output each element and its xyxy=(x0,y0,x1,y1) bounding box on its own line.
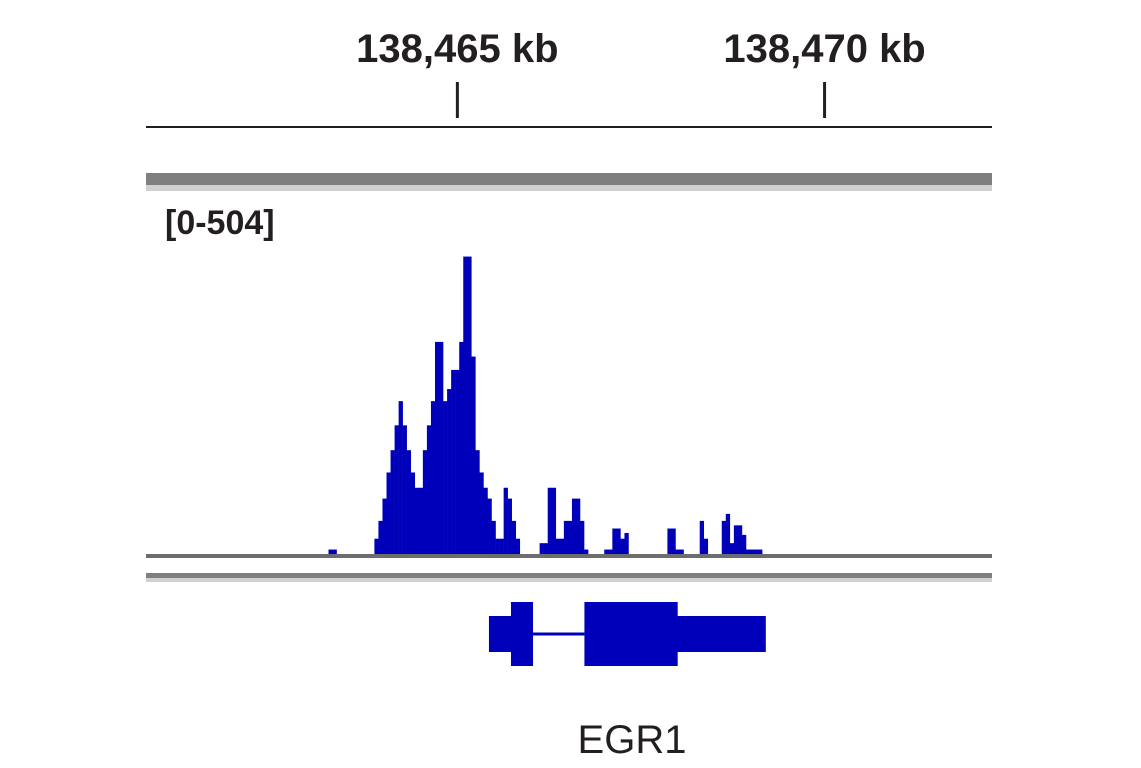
coverage-bar xyxy=(491,520,496,554)
coverage-bar xyxy=(447,389,452,554)
coverage-bar xyxy=(567,520,573,554)
coverage-bar xyxy=(328,549,333,554)
coverage-bar xyxy=(584,549,589,554)
coverage-bar xyxy=(733,525,739,554)
coverage-bar xyxy=(422,450,428,554)
coverage-bar xyxy=(382,498,387,554)
coverage-bar xyxy=(503,487,508,554)
gene-exon-coding xyxy=(510,602,534,666)
coverage-bar xyxy=(402,425,407,554)
coverage-bar xyxy=(426,425,432,554)
coverage-bar xyxy=(725,513,731,555)
coverage-bar xyxy=(608,549,613,554)
coverage-bar xyxy=(624,532,629,554)
coverage-bar xyxy=(471,356,476,554)
ruler-tick-label: 138,465 kb xyxy=(356,27,558,71)
coverage-bar xyxy=(479,472,484,554)
coverage-bar xyxy=(729,543,735,554)
gene-exon-coding xyxy=(584,602,678,666)
coverage-bar xyxy=(487,498,492,554)
coverage-bars xyxy=(328,256,763,555)
coverage-bar xyxy=(754,549,759,554)
coverage-bar xyxy=(398,401,403,554)
coverage-bar xyxy=(430,401,436,554)
coverage-bar xyxy=(563,520,569,554)
coverage-bar xyxy=(667,528,672,554)
gene-exon-utr xyxy=(676,616,766,652)
coverage-bar xyxy=(414,487,420,554)
coverage-bar xyxy=(721,520,727,554)
coverage-bar xyxy=(737,525,743,554)
coverage-bar xyxy=(507,498,512,554)
coverage-bar xyxy=(390,450,395,554)
coverage-bar xyxy=(434,341,440,554)
coverage-bar xyxy=(386,472,391,554)
coverage-bar xyxy=(559,538,565,554)
coverage-bar xyxy=(410,472,416,554)
coverage-bar xyxy=(750,549,755,554)
coverage-bar xyxy=(495,538,500,554)
coverage-bar xyxy=(374,538,379,554)
coverage-bar xyxy=(741,534,747,554)
coverage-bar xyxy=(406,450,411,554)
coverage-bar xyxy=(332,549,337,554)
coverage-bar xyxy=(703,538,709,554)
coverage-bar xyxy=(616,528,621,554)
coverage-bar xyxy=(745,549,751,554)
coverage-bar xyxy=(671,528,676,554)
coverage-bar xyxy=(515,538,521,554)
coverage-bar xyxy=(459,341,464,554)
coverage-bar xyxy=(463,256,468,554)
track-separator-top xyxy=(146,173,992,191)
coverage-bar xyxy=(394,425,399,554)
coverage-bar xyxy=(758,549,763,554)
coverage-bar xyxy=(455,369,460,554)
coverage-bar xyxy=(679,549,684,554)
coverage-bar xyxy=(547,487,552,554)
coverage-bar xyxy=(675,549,680,554)
data-range-label: [0-504] xyxy=(165,204,275,242)
gene-model-egr1[interactable] xyxy=(488,602,766,666)
coverage-bar xyxy=(418,487,424,554)
ruler: 138,465 kb 138,470 kb xyxy=(146,27,992,128)
coverage-bar xyxy=(511,520,517,554)
gene-label: EGR1 xyxy=(578,718,687,762)
coverage-bar xyxy=(439,341,444,554)
track-separator-bottom xyxy=(146,573,992,582)
coverage-bar xyxy=(699,520,705,554)
coverage-bar xyxy=(499,538,504,554)
coverage-bar xyxy=(551,487,557,554)
coverage-bar xyxy=(443,401,448,554)
coverage-bar xyxy=(555,538,561,554)
coverage-bar xyxy=(475,450,480,554)
coverage-bar xyxy=(571,498,577,554)
ruler-tick-label: 138,470 kb xyxy=(723,27,925,71)
coverage-bar xyxy=(620,538,625,554)
coverage-bar xyxy=(575,498,581,554)
coverage-bar xyxy=(580,520,585,554)
coverage-bar xyxy=(378,520,383,554)
coverage-bar xyxy=(451,369,456,554)
ruler-ticks: 138,465 kb 138,470 kb xyxy=(356,27,926,118)
coverage-bar xyxy=(604,549,609,554)
coverage-bar xyxy=(467,256,472,554)
coverage-bar xyxy=(539,543,544,554)
coverage-bar xyxy=(483,487,488,554)
coverage-bar xyxy=(543,543,548,554)
coverage-bar xyxy=(612,528,617,554)
coverage-baseline xyxy=(146,554,992,558)
